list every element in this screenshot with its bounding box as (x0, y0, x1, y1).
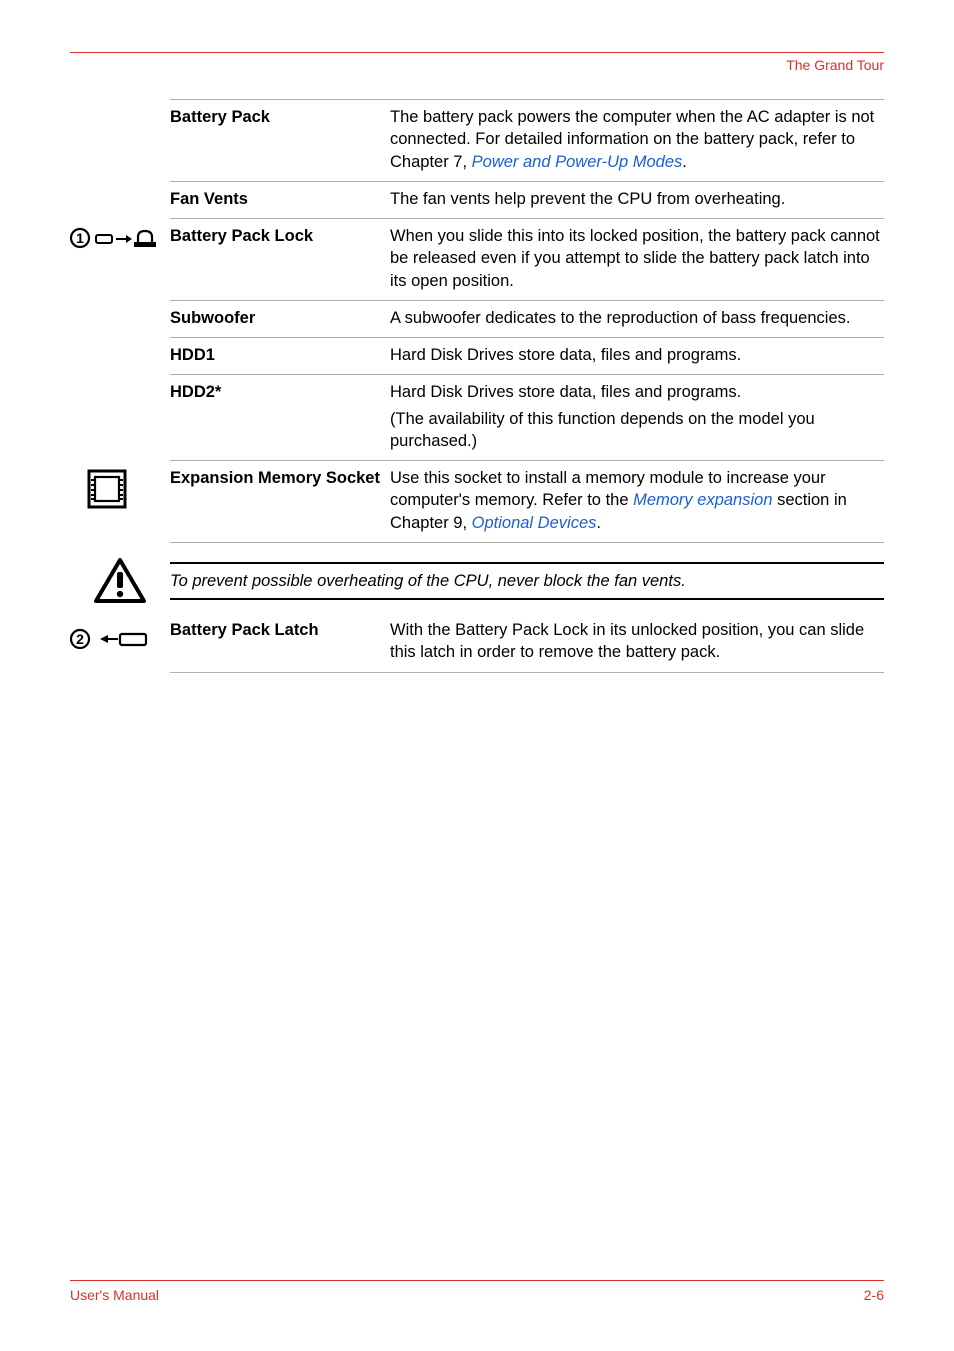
definition: Hard Disk Drives store data, files and p… (390, 381, 884, 452)
table-bottom-rule (170, 672, 884, 673)
def-text: Hard Disk Drives store data, files and p… (390, 346, 741, 364)
term: HDD2* (170, 381, 390, 452)
caution-note: To prevent possible overheating of the C… (70, 557, 884, 605)
definition: The battery pack powers the computer whe… (390, 106, 884, 173)
memory-icon (70, 460, 170, 512)
table-row: Fan Vents The fan vents help prevent the… (170, 181, 884, 218)
footer-right: 2-6 (864, 1287, 884, 1303)
table-row: Subwoofer A subwoofer dedicates to the r… (170, 300, 884, 337)
footer-left: User's Manual (70, 1287, 159, 1303)
desc-table: Battery Pack Lock When you slide this in… (170, 218, 884, 460)
def-text: A subwoofer dedicates to the reproductio… (390, 309, 850, 327)
table-row: Battery Pack Latch With the Battery Pack… (170, 619, 884, 672)
def-text: The fan vents help prevent the CPU from … (390, 190, 785, 208)
footer-row: User's Manual 2-6 (70, 1287, 884, 1303)
lock-icon: 1 (70, 218, 170, 252)
row-expansion-memory: Expansion Memory Socket Use this socket … (70, 460, 884, 543)
definition: When you slide this into its locked posi… (390, 225, 884, 292)
svg-text:1: 1 (76, 230, 84, 246)
def-text: With the Battery Pack Lock in its unlock… (390, 621, 864, 661)
definition: Hard Disk Drives store data, files and p… (390, 344, 884, 366)
table-row: Battery Pack The battery pack powers the… (170, 99, 884, 181)
definition: A subwoofer dedicates to the reproductio… (390, 307, 884, 329)
def-text: . (682, 153, 687, 171)
desc-table: Battery Pack The battery pack powers the… (170, 99, 884, 218)
term: HDD1 (170, 344, 390, 366)
definition: Use this socket to install a memory modu… (390, 467, 884, 534)
latch-icon: 2 (70, 619, 170, 653)
desc-table: Battery Pack Latch With the Battery Pack… (170, 619, 884, 673)
table-row: Battery Pack Lock When you slide this in… (170, 218, 884, 300)
def-text: . (596, 514, 601, 532)
term: Fan Vents (170, 188, 390, 210)
table-bottom-rule (170, 542, 884, 543)
table-row: Expansion Memory Socket Use this socket … (170, 460, 884, 542)
definition: With the Battery Pack Lock in its unlock… (390, 619, 884, 664)
def-text: (The availability of this function depen… (390, 410, 815, 450)
term: Expansion Memory Socket (170, 467, 390, 534)
header-title: The Grand Tour (70, 57, 884, 73)
term: Battery Pack Lock (170, 225, 390, 292)
note-text: To prevent possible overheating of the C… (170, 562, 884, 600)
footer: User's Manual 2-6 (70, 1280, 884, 1303)
note-text-wrap: To prevent possible overheating of the C… (170, 562, 884, 600)
spacer (70, 605, 884, 619)
row-battery-pack-lock: 1 Battery Pack Lock When you slide this … (70, 218, 884, 460)
footer-rule (70, 1280, 884, 1281)
def-text: When you slide this into its locked posi… (390, 227, 880, 290)
term: Battery Pack Latch (170, 619, 390, 664)
desc-table: Expansion Memory Socket Use this socket … (170, 460, 884, 543)
def-text: Hard Disk Drives store data, files and p… (390, 383, 741, 401)
header-rule (70, 52, 884, 53)
caution-icon (70, 557, 170, 605)
table-row: HDD2* Hard Disk Drives store data, files… (170, 374, 884, 460)
row-battery-pack: Battery Pack The battery pack powers the… (70, 99, 884, 218)
table-row: HDD1 Hard Disk Drives store data, files … (170, 337, 884, 374)
link-memory-expansion[interactable]: Memory expansion (633, 491, 772, 509)
link-power-modes[interactable]: Power and Power-Up Modes (472, 153, 683, 171)
term: Battery Pack (170, 106, 390, 173)
definition: The fan vents help prevent the CPU from … (390, 188, 884, 210)
row-battery-pack-latch: 2 Battery Pack Latch With the Battery Pa… (70, 619, 884, 673)
svg-text:2: 2 (76, 631, 84, 647)
term: Subwoofer (170, 307, 390, 329)
page-content: The Grand Tour Battery Pack The battery … (0, 0, 954, 673)
icon-col-empty (70, 99, 170, 105)
link-optional-devices[interactable]: Optional Devices (472, 514, 597, 532)
